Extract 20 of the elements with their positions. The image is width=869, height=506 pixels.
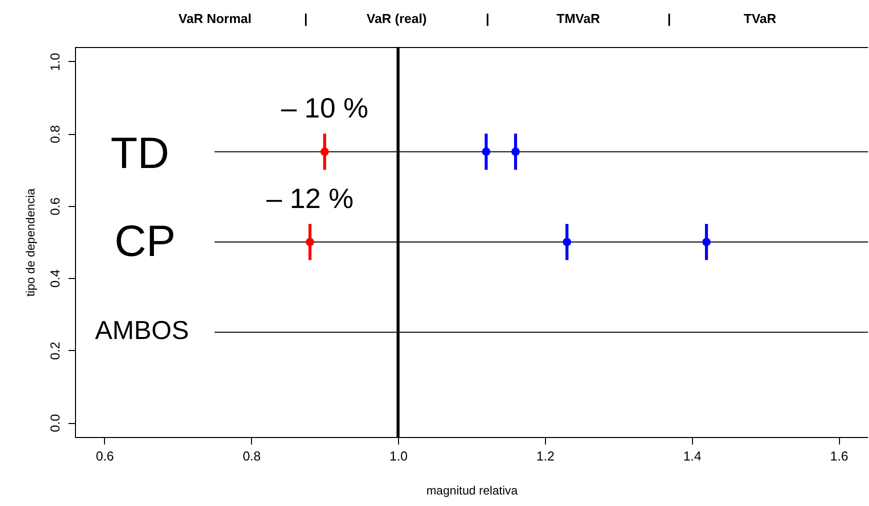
annotation: – 10 % [281,92,368,124]
annotation: AMBOS [95,315,189,345]
x-tick-label: 1.0 [390,448,408,464]
x-tick-label: 1.2 [536,448,554,464]
y-tick-label: 0.4 [48,270,62,288]
x-tick-label: 1.6 [830,448,848,464]
annotation: – 12 % [266,183,354,214]
x-tick-label: 0.8 [242,448,261,464]
annotation: CP [114,217,176,266]
y-tick-label: 1.0 [48,52,62,71]
annotation: TD [110,129,170,178]
y-tick-label: 0.2 [48,342,62,360]
chart-title: VaR Normal | VaR (real) | TMVaR | TVaR [178,11,776,26]
y-tick-label: 0.8 [48,125,62,144]
x-tick-label: 0.6 [96,448,114,464]
y-axis-title: tipo de dependencia [24,188,38,297]
y-tick-label: 0.6 [48,197,62,216]
x-tick-label: 1.4 [683,448,702,464]
y-tick-label: 0.0 [48,414,62,432]
x-axis-title: magnitud relativa [426,484,518,498]
